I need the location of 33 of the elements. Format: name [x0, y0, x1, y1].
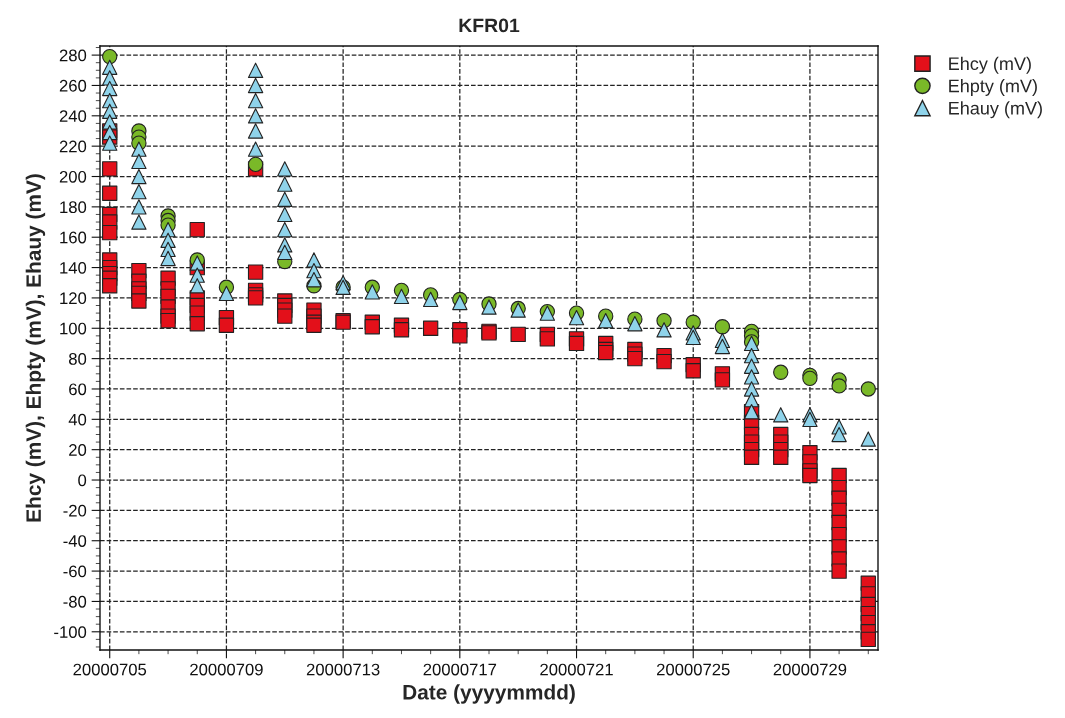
y-tick-label: 140: [60, 261, 87, 274]
y-tick-label: -60: [63, 565, 87, 578]
y-tick-label: 20: [69, 444, 87, 456]
y-tick-label: -20: [63, 504, 87, 517]
x-tick-label: 20000725: [656, 663, 730, 676]
legend-label: Ehcy (mV): [949, 56, 1031, 74]
chart-title: KFR01: [459, 18, 520, 33]
y-tick-label: 80: [68, 353, 87, 365]
y-tick-label: -80: [63, 595, 87, 608]
legend-label: Ehauy (mV): [949, 101, 1042, 119]
x-tick-label: 20000705: [73, 663, 147, 676]
x-tick-label: 20000721: [540, 663, 613, 676]
y-tick-label: 120: [60, 292, 87, 305]
x-tick-label: 20000713: [306, 663, 380, 676]
y-tick-label: 100: [60, 322, 87, 335]
legend-label: Ehpty (mV): [949, 79, 1037, 96]
x-tick-label: 20000729: [773, 663, 847, 676]
y-tick-label: 40: [68, 413, 87, 426]
y-axis-title: Ehcy (mV), Ehpty (mV), Ehauy (mV): [25, 174, 46, 522]
y-tick-label: 200: [59, 170, 87, 183]
x-axis-title: Date (yyyymmdd): [403, 684, 575, 704]
y-tick-label: 260: [59, 79, 87, 92]
x-tick-label: 20000709: [190, 663, 263, 676]
y-tick-label: 0: [78, 474, 87, 487]
y-tick-label: 180: [60, 201, 87, 214]
y-tick-label: 220: [59, 140, 87, 153]
y-tick-label: -40: [63, 535, 87, 547]
y-tick-label: 240: [59, 110, 87, 123]
x-tick-label: 20000717: [423, 663, 497, 676]
y-tick-label: 60: [69, 383, 87, 396]
y-tick-label: 280: [59, 49, 87, 62]
y-tick-label: 160: [60, 231, 87, 244]
y-tick-label: -100: [54, 626, 87, 638]
